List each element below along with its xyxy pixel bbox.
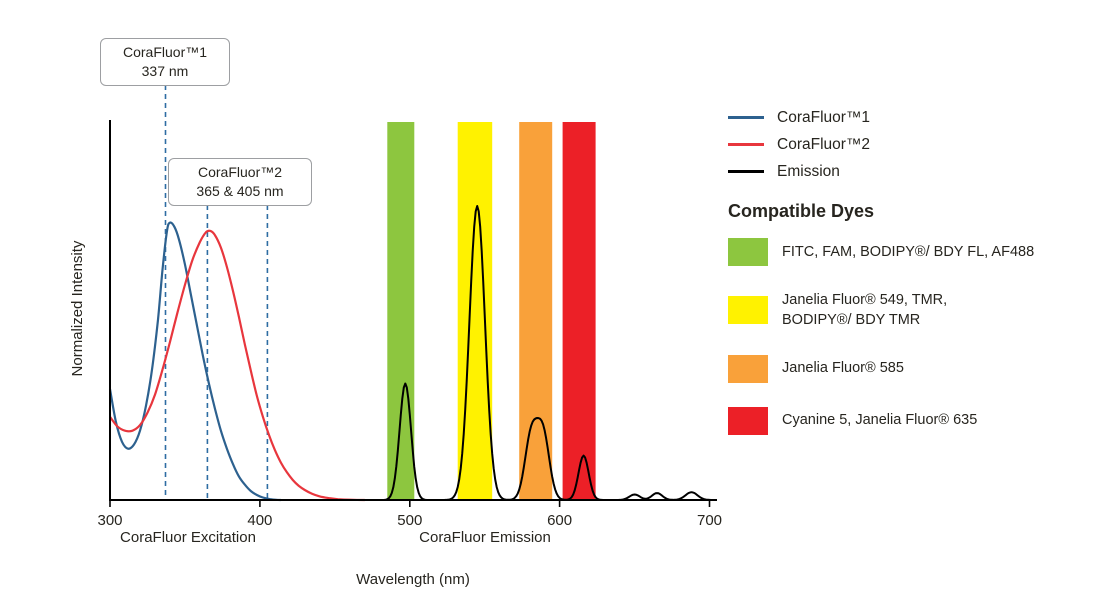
x-region-label-emission: CoraFluor Emission bbox=[419, 529, 551, 546]
dye-label: Cyanine 5, Janelia Fluor® 635 bbox=[782, 412, 978, 429]
annotation-corafluor1-value: 337 nm bbox=[141, 62, 189, 79]
dye-row: Cyanine 5, Janelia Fluor® 635 bbox=[728, 406, 1106, 435]
dye-color-swatch bbox=[728, 296, 768, 325]
filter-band bbox=[387, 122, 415, 500]
dye-color-swatch bbox=[728, 238, 768, 266]
dye-row: Janelia Fluor® 549, TMR, BODIPY®/ BDY TM… bbox=[728, 290, 1106, 331]
corafluor1-excitation-curve bbox=[108, 221, 281, 502]
x-axis-title: Wavelength (nm) bbox=[356, 571, 470, 588]
x-tick-label: 300 bbox=[97, 512, 122, 529]
annotation-corafluor1-name: CoraFluor™1 bbox=[122, 44, 208, 60]
y-axis-title: Normalized Intensity bbox=[69, 240, 86, 377]
corafluor2-excitation-curve bbox=[109, 229, 365, 502]
legend-entry-label: CoraFluor™1 bbox=[777, 108, 871, 126]
legend: CoraFluor™1 CoraFluor™2 Emission Compatibl… bbox=[728, 104, 1106, 459]
dye-row: Janelia Fluor® 585 bbox=[728, 354, 1106, 383]
dye-label: Janelia Fluor® 549, TMR, BODIPY®/ BDY TM… bbox=[782, 292, 948, 329]
legend-line-swatch bbox=[728, 170, 764, 173]
dye-color-swatch bbox=[728, 354, 768, 383]
x-tick-label: 500 bbox=[397, 512, 422, 529]
emission-curve bbox=[361, 205, 716, 501]
legend-entry: CoraFluor™2 bbox=[728, 131, 1106, 158]
x-tick-label: 400 bbox=[247, 512, 272, 529]
annotation-corafluor2-name: CoraFluor™2 bbox=[197, 164, 283, 180]
filter-band bbox=[562, 122, 596, 500]
dye-color-swatch bbox=[728, 406, 768, 435]
x-tick-label: 700 bbox=[697, 512, 722, 529]
annotation-corafluor2: CoraFluor™2 365 & 405 nm bbox=[168, 158, 312, 206]
legend-line-swatch bbox=[728, 143, 764, 146]
compatible-dyes-list: FITC, FAM, BODIPY®/ BDY FL, AF488 Janelia… bbox=[728, 238, 1106, 435]
compatible-dyes-heading: Compatible Dyes bbox=[728, 201, 875, 221]
annotation-corafluor1: CoraFluor™1 337 nm bbox=[100, 38, 230, 86]
legend-line-swatch bbox=[728, 116, 764, 119]
legend-entry: CoraFluor™1 bbox=[728, 104, 1106, 131]
dye-row: FITC, FAM, BODIPY®/ BDY FL, AF488 bbox=[728, 238, 1106, 266]
legend-entry-label: CoraFluor™2 bbox=[777, 135, 871, 153]
legend-series-list: CoraFluor™1 CoraFluor™2 Emission bbox=[728, 104, 1106, 185]
legend-entry: Emission bbox=[728, 158, 1106, 185]
dye-label: Janelia Fluor® 585 bbox=[782, 360, 904, 377]
x-tick-label: 600 bbox=[547, 512, 572, 529]
dye-label: FITC, FAM, BODIPY®/ BDY FL, AF488 bbox=[782, 243, 1035, 260]
x-region-label-excitation: CoraFluor Excitation bbox=[120, 529, 256, 546]
legend-entry-label: Emission bbox=[777, 162, 840, 180]
annotation-corafluor2-value: 365 & 405 nm bbox=[196, 182, 284, 199]
